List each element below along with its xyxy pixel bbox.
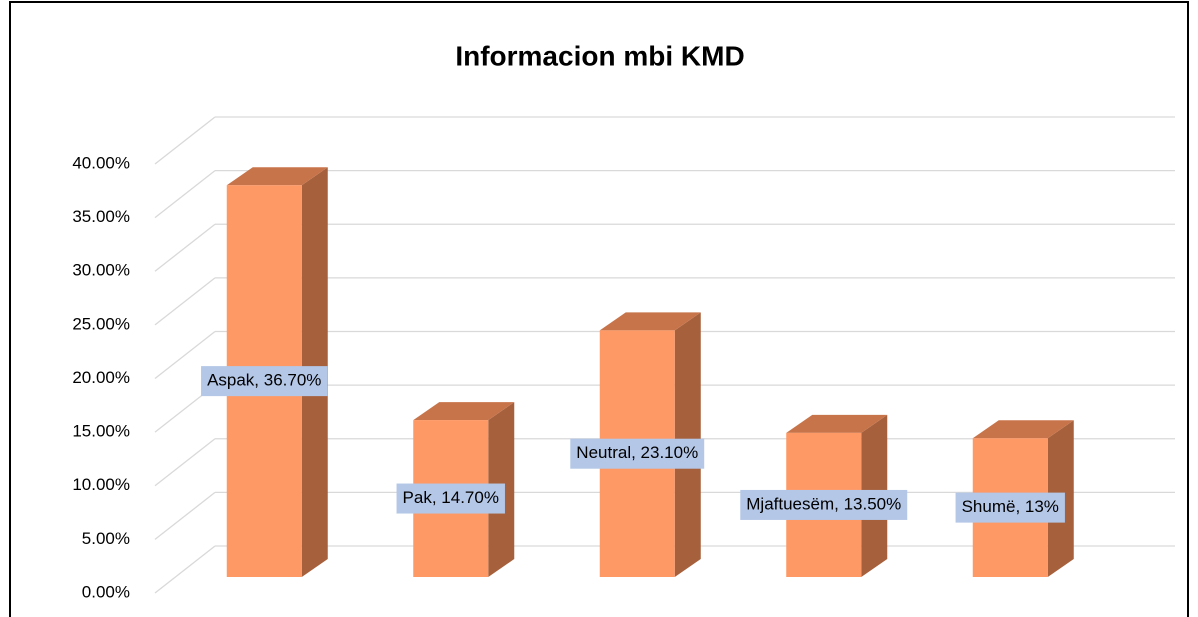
y-tick-label: 20.00% [72, 368, 130, 387]
grid-line-side [154, 277, 216, 326]
grid-line-side [154, 330, 216, 380]
data-label: Shumë, 13% [962, 497, 1059, 516]
data-label: Neutral, 23.10% [576, 443, 698, 462]
y-tick-label: 25.00% [72, 314, 130, 333]
data-label: Pak, 14.70% [403, 488, 499, 507]
grid-line-side [154, 170, 216, 219]
data-label: Aspak, 36.70% [207, 371, 321, 390]
grid-line-side [154, 438, 216, 487]
grid-line-side [154, 116, 216, 165]
grid-line-side [154, 491, 216, 540]
y-tick-label: 40.00% [72, 153, 130, 172]
bar-top [786, 414, 888, 433]
data-label-box [740, 489, 908, 520]
y-tick-label: 15.00% [72, 422, 130, 441]
y-tick-label: 5.00% [82, 529, 130, 548]
data-label: Mjaftuesëm, 13.50% [746, 494, 901, 513]
y-tick-label: 35.00% [72, 207, 130, 226]
y-tick-label: 0.00% [82, 582, 130, 601]
y-tick-label: 10.00% [72, 475, 130, 494]
data-label-box [201, 366, 328, 397]
bar-top [972, 420, 1074, 439]
data-label-box [955, 492, 1065, 523]
chart-title: Informacion mbi KMD [455, 40, 744, 71]
bar-top [413, 402, 515, 421]
data-label-box [396, 483, 505, 514]
y-tick-label: 30.00% [72, 261, 130, 280]
bar-top [226, 167, 328, 186]
grid-line-side [154, 545, 216, 594]
data-label-box [570, 438, 705, 469]
bar-top [599, 312, 701, 331]
grid-line-side [154, 223, 216, 272]
